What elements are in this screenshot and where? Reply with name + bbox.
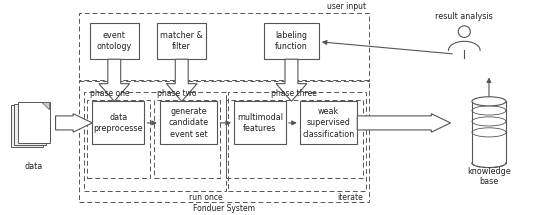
Polygon shape [358,114,450,132]
Text: iterate: iterate [337,193,363,202]
Ellipse shape [472,97,506,106]
Bar [79,80,370,202]
Text: multimodal
features: multimodal features [237,113,283,133]
Polygon shape [276,59,307,101]
Bar [92,101,145,144]
Bar [226,100,363,178]
Text: knowledge
base: knowledge base [467,167,511,186]
Polygon shape [56,114,92,132]
Text: weak
supervised
classification: weak supervised classification [302,107,355,138]
Text: run once: run once [189,193,223,202]
Polygon shape [39,104,46,111]
Bar [300,101,358,144]
Text: generate
candidate
event set: generate candidate event set [168,107,208,138]
Text: user input: user input [327,2,367,11]
Bar [234,101,286,144]
Polygon shape [99,59,130,101]
Bar [87,100,151,178]
Bar [84,92,226,191]
Text: result analysis: result analysis [436,12,493,21]
Bar [264,23,319,59]
Text: phase one: phase one [90,89,130,98]
Bar [157,23,206,59]
Text: phase three: phase three [271,89,317,98]
Text: data
preprocesse: data preprocesse [94,113,143,133]
Polygon shape [35,105,43,113]
Bar [18,102,50,143]
Bar [11,105,43,147]
Bar [155,100,220,178]
Bar [79,13,370,81]
Text: matcher &
filter: matcher & filter [161,31,203,51]
Text: Fonduer System: Fonduer System [193,204,255,213]
Bar [160,101,217,144]
Polygon shape [166,59,197,101]
Bar [90,23,139,59]
Text: event
ontology: event ontology [97,31,132,51]
Text: data: data [25,162,43,170]
Text: labeling
function: labeling function [275,31,308,51]
Ellipse shape [458,26,470,37]
Bar [14,104,46,145]
Polygon shape [42,102,50,110]
Bar [228,92,366,191]
Text: phase two: phase two [157,89,196,98]
